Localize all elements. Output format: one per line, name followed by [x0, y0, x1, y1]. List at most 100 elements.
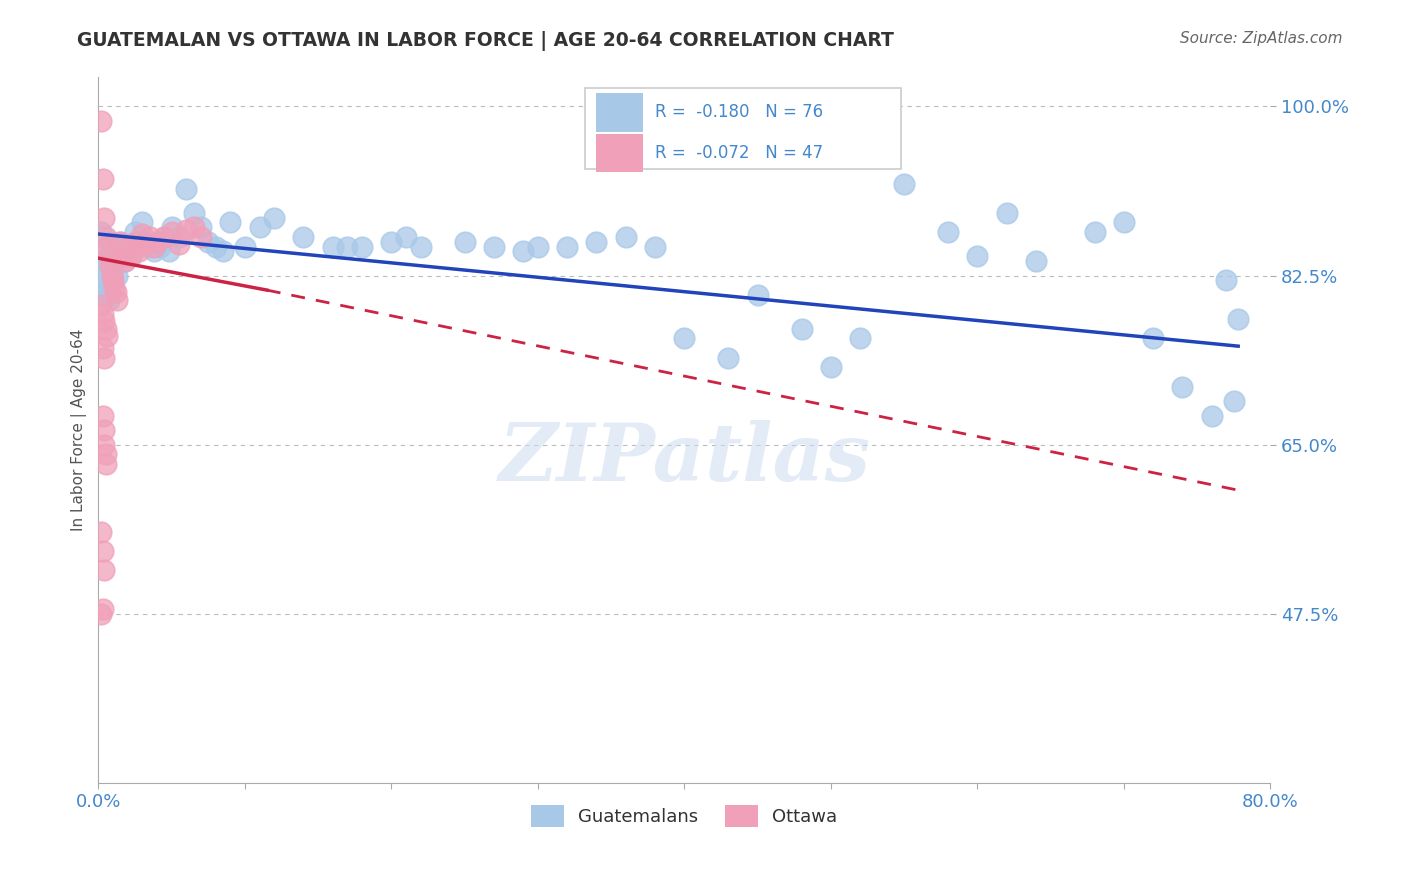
Point	[1112, 215, 1135, 229]
Point	[352, 239, 374, 253]
Point	[527, 239, 550, 253]
Point	[1227, 312, 1250, 326]
Point	[111, 249, 134, 263]
Point	[134, 236, 156, 251]
Point	[336, 239, 359, 253]
Point	[167, 236, 190, 251]
Point	[174, 181, 197, 195]
Point	[117, 239, 139, 253]
Point	[512, 244, 534, 259]
Point	[91, 307, 114, 321]
Point	[114, 254, 136, 268]
FancyBboxPatch shape	[585, 88, 901, 169]
Point	[94, 322, 117, 336]
Point	[90, 297, 112, 311]
FancyBboxPatch shape	[596, 134, 644, 172]
Point	[197, 235, 219, 249]
Point	[585, 235, 607, 249]
FancyBboxPatch shape	[596, 93, 644, 132]
Point	[94, 259, 117, 273]
Point	[93, 211, 115, 225]
Point	[555, 239, 578, 253]
Point	[190, 220, 212, 235]
Point	[614, 230, 637, 244]
Point	[453, 235, 475, 249]
Point	[138, 239, 160, 253]
Point	[1171, 380, 1194, 394]
Point	[790, 322, 813, 336]
Point	[124, 235, 146, 249]
Point	[93, 423, 115, 437]
Point	[120, 249, 142, 263]
Point	[717, 351, 740, 365]
Point	[91, 409, 114, 423]
Point	[673, 331, 696, 345]
Text: Source: ZipAtlas.com: Source: ZipAtlas.com	[1180, 31, 1343, 46]
Point	[124, 225, 146, 239]
Point	[183, 206, 205, 220]
Text: R =  -0.180   N = 76: R = -0.180 N = 76	[655, 103, 823, 121]
Point	[131, 227, 153, 241]
Point	[93, 563, 115, 577]
Point	[183, 220, 205, 235]
Point	[138, 230, 160, 244]
Point	[111, 249, 134, 263]
Point	[219, 215, 242, 229]
Text: ZIPatlas: ZIPatlas	[498, 420, 870, 497]
Point	[91, 172, 114, 186]
Point	[1142, 331, 1164, 345]
Point	[1025, 254, 1047, 268]
Point	[849, 331, 872, 345]
Point	[263, 211, 285, 225]
Point	[747, 288, 769, 302]
Point	[101, 273, 124, 287]
Point	[91, 602, 114, 616]
Point	[110, 235, 132, 249]
Y-axis label: In Labor Force | Age 20-64: In Labor Force | Age 20-64	[72, 329, 87, 532]
Point	[98, 235, 121, 249]
Point	[146, 235, 169, 249]
Point	[101, 264, 124, 278]
Point	[153, 230, 176, 244]
Point	[90, 524, 112, 539]
Point	[167, 230, 190, 244]
Point	[93, 314, 115, 328]
Point	[644, 239, 666, 253]
Point	[104, 285, 127, 299]
Point	[1223, 394, 1246, 409]
Point	[160, 220, 183, 235]
Point	[143, 239, 166, 253]
Point	[160, 225, 183, 239]
Point	[103, 281, 125, 295]
Point	[96, 239, 118, 253]
Point	[157, 244, 180, 259]
Point	[1084, 225, 1107, 239]
Point	[893, 177, 915, 191]
Point	[97, 249, 120, 263]
Point	[153, 230, 176, 244]
Point	[100, 249, 122, 263]
Point	[104, 254, 127, 268]
Point	[96, 278, 118, 293]
Point	[97, 288, 120, 302]
Point	[93, 438, 115, 452]
Point	[482, 239, 505, 253]
Point	[91, 544, 114, 558]
Point	[103, 239, 125, 253]
Point	[212, 244, 235, 259]
Point	[190, 230, 212, 244]
Point	[96, 283, 118, 297]
Point	[110, 235, 132, 249]
Point	[995, 206, 1018, 220]
Point	[94, 273, 117, 287]
Point	[131, 215, 153, 229]
Point	[966, 249, 988, 263]
Point	[105, 293, 128, 307]
Point	[94, 447, 117, 461]
Point	[93, 254, 115, 268]
Point	[93, 351, 115, 365]
Point	[204, 239, 226, 253]
Point	[233, 239, 256, 253]
Point	[96, 329, 118, 343]
Point	[249, 220, 271, 235]
